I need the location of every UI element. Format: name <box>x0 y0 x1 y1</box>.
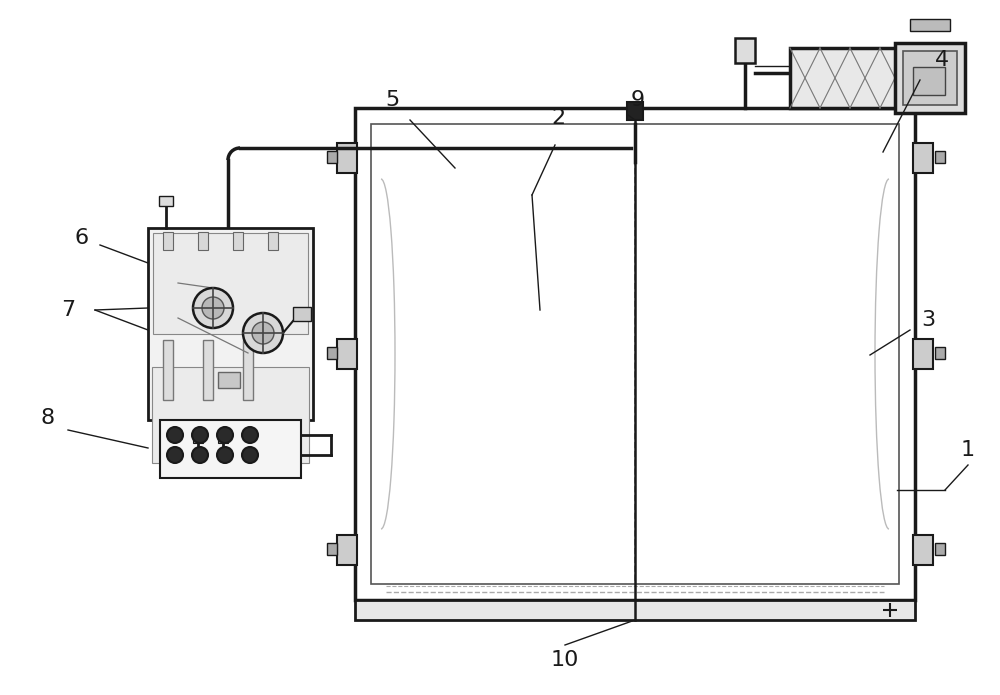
Circle shape <box>217 427 233 443</box>
Circle shape <box>217 447 233 463</box>
Bar <box>935 347 945 359</box>
Bar <box>935 151 945 163</box>
Bar <box>913 535 933 565</box>
Text: 5: 5 <box>385 90 399 110</box>
Bar <box>163 232 173 250</box>
Bar <box>193 437 203 443</box>
Bar <box>198 232 208 250</box>
Circle shape <box>167 447 183 463</box>
Circle shape <box>202 297 224 319</box>
Bar <box>159 196 173 206</box>
Bar <box>243 340 253 400</box>
Bar <box>910 19 950 31</box>
Bar <box>627 102 643 120</box>
Bar <box>163 340 173 400</box>
Bar <box>913 339 933 369</box>
Bar <box>337 143 357 173</box>
Text: 2: 2 <box>551 108 565 128</box>
Bar <box>895 43 965 113</box>
Text: 9: 9 <box>631 90 645 110</box>
Circle shape <box>192 427 208 443</box>
Bar <box>790 48 900 108</box>
Circle shape <box>243 313 283 353</box>
Bar <box>355 600 915 620</box>
Bar <box>327 543 337 555</box>
Circle shape <box>167 427 183 443</box>
Bar <box>203 340 213 400</box>
Bar <box>735 38 755 63</box>
Text: 4: 4 <box>935 50 949 70</box>
Bar <box>327 151 337 163</box>
Bar <box>337 535 357 565</box>
Text: 8: 8 <box>41 408 55 428</box>
Bar <box>903 51 957 105</box>
Bar <box>337 339 357 369</box>
Bar <box>152 367 309 463</box>
Circle shape <box>242 447 258 463</box>
Bar <box>218 372 240 388</box>
Bar <box>371 124 899 584</box>
Circle shape <box>192 447 208 463</box>
Text: 7: 7 <box>61 300 75 320</box>
Circle shape <box>252 322 274 344</box>
Bar <box>913 67 945 95</box>
Bar <box>327 347 337 359</box>
Text: 6: 6 <box>75 228 89 248</box>
Bar <box>268 232 278 250</box>
Text: 10: 10 <box>551 650 579 670</box>
Circle shape <box>242 427 258 443</box>
Bar <box>148 228 313 420</box>
Bar <box>293 307 311 321</box>
Bar <box>355 108 915 600</box>
Text: 1: 1 <box>961 440 975 460</box>
Bar <box>233 232 243 250</box>
Bar <box>218 437 228 443</box>
Bar <box>153 233 308 334</box>
Circle shape <box>193 288 233 328</box>
Bar <box>160 420 301 478</box>
Bar <box>913 143 933 173</box>
Text: 3: 3 <box>921 310 935 330</box>
Bar <box>935 543 945 555</box>
